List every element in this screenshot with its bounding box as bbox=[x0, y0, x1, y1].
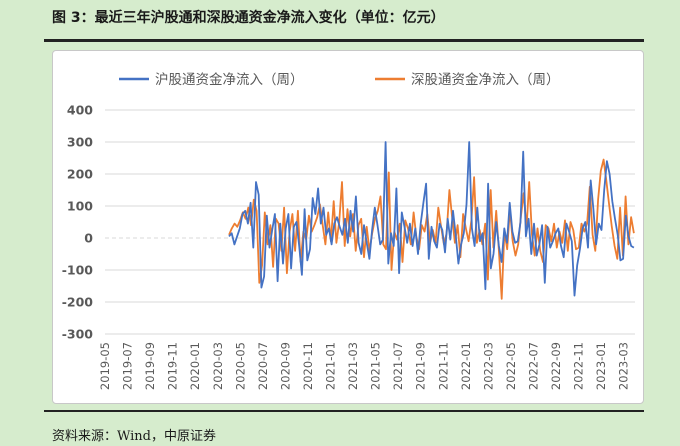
chart-panel: 沪股通资金净流入（周） 深股通资金净流入（周） -300 -200 -100 0 100… bbox=[52, 50, 644, 404]
x-tick-label: 2022-03 bbox=[481, 342, 495, 390]
x-tick-label: 2022-07 bbox=[527, 342, 541, 390]
x-tick-label: 2021-01 bbox=[324, 342, 338, 390]
x-tick-label: 2020-11 bbox=[301, 342, 315, 390]
x-tick-label: 2020-05 bbox=[233, 342, 247, 390]
legend-label-shanghai: 沪股通资金净流入（周） bbox=[155, 72, 304, 88]
y-tick-label: 300 bbox=[67, 135, 93, 150]
x-tick-label: 2019-11 bbox=[166, 342, 180, 390]
y-tick-label: -300 bbox=[62, 327, 94, 342]
x-tick-label: 2020-01 bbox=[188, 342, 202, 390]
x-tick-label: 2020-03 bbox=[211, 342, 225, 390]
y-axis-ticks: -300 -200 -100 0 100 200 300 400 bbox=[62, 103, 94, 342]
source-note: 资料来源：Wind，中原证券 bbox=[52, 429, 216, 444]
x-tick-label: 2023-03 bbox=[617, 342, 631, 390]
chart-legend: 沪股通资金净流入（周） 深股通资金净流入（周） bbox=[119, 72, 560, 88]
y-tick-label: 100 bbox=[67, 199, 93, 214]
series-line-shanghai bbox=[228, 141, 635, 297]
x-tick-label: 2019-05 bbox=[98, 342, 112, 390]
chart-series bbox=[228, 141, 635, 300]
x-tick-label: 2021-05 bbox=[369, 342, 383, 390]
x-tick-label: 2019-09 bbox=[143, 342, 157, 390]
x-tick-label: 2022-01 bbox=[459, 342, 473, 390]
source-rule bbox=[44, 410, 644, 412]
x-tick-label: 2021-03 bbox=[346, 342, 360, 390]
y-tick-label: -100 bbox=[62, 263, 94, 278]
x-tick-label: 2021-07 bbox=[391, 342, 405, 390]
x-tick-label: 2022-05 bbox=[504, 342, 518, 390]
x-tick-label: 2020-09 bbox=[278, 342, 292, 390]
x-tick-label: 2022-11 bbox=[572, 342, 586, 390]
legend-label-shenzhen: 深股通资金净流入（周） bbox=[411, 72, 560, 88]
chart-svg: 沪股通资金净流入（周） 深股通资金净流入（周） -300 -200 -100 0 100… bbox=[62, 72, 635, 390]
y-tick-label: 0 bbox=[84, 231, 93, 246]
x-tick-label: 2019-07 bbox=[121, 342, 135, 390]
y-tick-label: 200 bbox=[67, 167, 93, 182]
y-tick-label: -200 bbox=[62, 295, 94, 310]
x-tick-label: 2023-01 bbox=[594, 342, 608, 390]
x-tick-label: 2022-09 bbox=[549, 342, 563, 390]
x-axis-ticks: 2019-05 2019-07 2019-09 2019-11 2020-01 2020-… bbox=[98, 342, 631, 390]
title-rule bbox=[44, 39, 644, 42]
x-tick-label: 2020-07 bbox=[256, 342, 270, 390]
figure-title: 图 3：最近三年沪股通和深股通资金净流入变化（单位：亿元） bbox=[52, 10, 445, 26]
y-tick-label: 400 bbox=[67, 103, 93, 118]
x-tick-label: 2021-09 bbox=[414, 342, 428, 390]
chart-gridlines bbox=[105, 109, 635, 335]
x-tick-label: 2021-11 bbox=[436, 342, 450, 390]
